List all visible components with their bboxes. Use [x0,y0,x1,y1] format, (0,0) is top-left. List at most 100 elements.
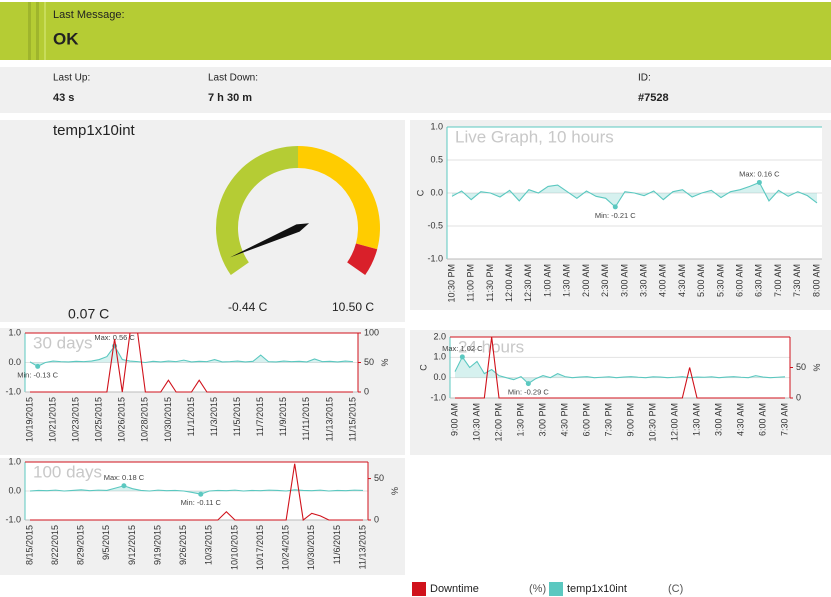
stat-value: #7528 [638,92,669,104]
x-tick-label: 12:00 AM [504,264,514,302]
x-tick-label: 11/13/2015 [324,397,334,441]
x-tick-label: 4:00 AM [658,264,668,297]
x-tick-label: 2:30 AM [600,264,610,297]
x-tick-label: 3:00 AM [713,403,723,436]
chart-title: 30 days [33,333,93,352]
x-tick-label: 6:00 AM [757,403,767,436]
series-line [451,181,818,208]
y2-axis-label: % [812,363,822,371]
x-tick-label: 7:30 AM [779,403,789,436]
series-line [29,485,364,495]
status-bar [0,2,831,60]
x-tick-label: 12:00 AM [669,403,679,441]
series-line [455,336,785,399]
x-tick-label: 6:00 PM [581,403,591,437]
x-tick-label: 10/28/2015 [140,397,150,442]
gauge-band [347,243,378,276]
x-tick-label: 10/10/2015 [229,525,239,570]
legend-label: temp1x10int [567,583,627,595]
x-tick-label: 3:30 AM [638,264,648,297]
x-tick-label: 4:30 PM [559,403,569,437]
x-tick-label: 11/9/2015 [278,397,288,436]
extreme-label: Max: 0.16 C [739,169,780,178]
x-tick-label: 10:30 PM [446,264,456,303]
stats-panel [0,67,831,113]
stat-label: ID: [638,73,651,84]
y-tick-label: 1.0 [433,352,446,362]
stat-value: 7 h 30 m [208,92,252,104]
extreme-label: Max: 1.02 C [442,344,483,353]
y-tick-label: 0.0 [433,372,446,382]
series-line [30,332,353,393]
stat-label: Last Up: [53,73,90,84]
x-tick-label: 1:30 AM [562,264,572,297]
extreme-dot [459,354,465,360]
y2-tick-label: 50 [374,473,384,483]
x-tick-label: 1:30 PM [515,403,525,437]
gauge-value: 0.07 C [68,306,109,322]
y-tick-label: 1.0 [430,121,443,131]
x-tick-label: 6:00 AM [735,264,745,297]
y-tick-label: -1.0 [5,514,21,524]
extreme-label: Min: -0.11 C [181,498,222,507]
gauge-min: -0.44 C [228,300,268,314]
y-tick-label: -1.0 [427,253,443,263]
gauge-band [216,146,298,276]
x-tick-label: 10/19/2015 [24,397,34,442]
extreme-label: Min: -0.13 C [17,370,58,379]
x-tick-label: 10:30 AM [471,403,481,441]
x-tick-label: 11/3/2015 [209,397,219,436]
x-tick-label: 9:00 AM [449,403,459,436]
x-tick-label: 12:00 PM [493,403,503,442]
legend-swatch [412,582,426,596]
legend-unit: (%) [529,583,546,595]
status-value: OK [53,29,79,48]
series-line [29,344,354,367]
y2-tick-label: 50 [796,362,806,372]
x-tick-label: 10/24/2015 [281,525,291,570]
chart-title: 24 hours [458,337,524,356]
x-tick-label: 4:30 AM [677,264,687,297]
stat-value: 43 s [53,92,74,104]
x-tick-label: 1:00 AM [542,264,552,297]
x-tick-label: 7:30 PM [603,403,613,437]
x-tick-label: 12:30 AM [523,264,533,302]
x-tick-label: 11/5/2015 [232,397,242,436]
status-label: Last Message: [53,9,125,21]
extreme-dot [612,204,618,210]
x-tick-label: 10/25/2015 [94,397,104,442]
y-tick-label: 0.0 [430,187,443,197]
series-line [454,355,786,385]
x-tick-label: 10/23/2015 [71,397,81,442]
legend-label: Downtime [430,583,479,595]
gauge-band [298,146,380,250]
extreme-label: Max: 0.56 C [94,333,135,342]
x-tick-label: 9:00 PM [625,403,635,437]
x-tick-label: 3:00 AM [619,264,629,297]
y2-tick-label: 50 [364,357,374,367]
y2-tick-label: 100 [364,327,379,337]
chart-title: Live Graph, 10 hours [455,127,614,146]
extreme-label: Min: -0.21 C [595,211,636,220]
x-tick-label: 7:30 AM [792,264,802,297]
extreme-dot [35,363,41,369]
y2-tick-label: 0 [374,514,379,524]
x-tick-label: 1:30 AM [691,403,701,436]
x-tick-label: 11/7/2015 [255,397,265,436]
x-tick-label: 2:00 AM [581,264,591,297]
legend-swatch [549,582,563,596]
gauge-needle [230,223,310,258]
y-axis-label: C [418,364,428,371]
y2-axis-label: % [390,487,400,495]
x-tick-label: 10/3/2015 [204,525,214,565]
x-tick-label: 10/30/2015 [163,397,173,442]
series-line [30,463,363,522]
x-tick-label: 10/30/2015 [306,525,316,570]
x-tick-label: 11/11/2015 [301,397,311,441]
plot-area [450,337,790,398]
extreme-dot [121,483,127,489]
x-tick-label: 5:00 AM [696,264,706,297]
y-tick-label: 0.0 [8,357,21,367]
x-tick-label: 11:30 PM [485,264,495,302]
